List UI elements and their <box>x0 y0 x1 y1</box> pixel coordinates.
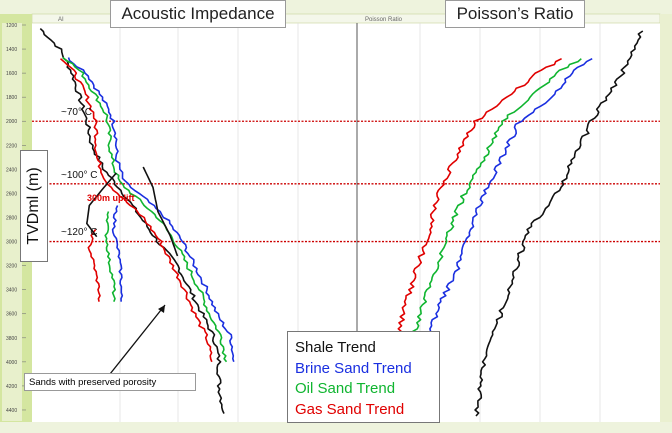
porosity-oil <box>104 211 116 302</box>
temp-label-70: ~70° C <box>61 107 92 118</box>
depth-tick-label: 4400 <box>6 408 17 414</box>
series-oil-panel1 <box>405 58 582 363</box>
legend-item-gas: Gas Sand Trend <box>295 400 405 418</box>
depth-tick-label: 3800 <box>6 336 17 342</box>
annotation-box: Sands with preserved porosity <box>24 373 196 391</box>
depth-tick-label: 4200 <box>6 384 17 390</box>
series-shale-panel1 <box>474 30 644 417</box>
depth-tick-column <box>2 23 22 421</box>
shale-left-branch <box>86 172 117 238</box>
series-layer <box>39 28 644 417</box>
depth-tick-label: 3400 <box>6 288 17 294</box>
header-right-tab[interactable]: Poisson Ratio <box>365 17 403 23</box>
legend-item-oil: Oil Sand Trend <box>295 380 396 397</box>
shale-uplift-branch <box>142 166 179 257</box>
depth-tick-label: 2000 <box>6 119 17 125</box>
annotation-arrow <box>109 304 166 375</box>
depth-tick-label: 3200 <box>6 264 17 270</box>
depth-tick-label: 1200 <box>6 23 17 29</box>
depth-tick-label: 4000 <box>6 360 17 366</box>
y-axis-label: TVDml (m) <box>25 167 42 245</box>
right-scroll-strip[interactable] <box>660 14 672 422</box>
right-panel-title: Poisson’s Ratio <box>445 0 585 28</box>
depth-tick-label: 2400 <box>6 167 17 173</box>
depth-tick-label: 2600 <box>6 191 17 197</box>
temperature-lines <box>32 120 660 243</box>
temp-label-100: ~100° C <box>61 170 98 181</box>
grid-lines <box>119 23 601 422</box>
series-brine-panel1 <box>417 57 593 363</box>
depth-tick-label: 1800 <box>6 95 17 101</box>
depth-tick-label: 1600 <box>6 71 17 77</box>
legend-item-brine: Brine Sand Trend <box>295 359 412 377</box>
depth-tick-label: 3600 <box>6 312 17 318</box>
series-oil-panel0 <box>62 56 228 363</box>
porosity-brine <box>111 205 124 302</box>
depth-tick-label: 3000 <box>6 240 17 246</box>
depth-ticks: 1200 1400 1600 1800 2000 2200 2400 2600 2800 3000… <box>6 23 26 414</box>
temp-label-120: ~120° C <box>61 227 98 238</box>
series-shale-panel0 <box>39 28 225 414</box>
y-axis-label-box: TVDml (m) <box>20 150 48 262</box>
porosity-gas <box>87 229 101 302</box>
series-gas-panel1 <box>394 57 562 362</box>
legend: Shale Trend Brine Sand Trend Oil Sand Tr… <box>287 331 440 423</box>
uplift-label: 300m uplift <box>87 193 135 203</box>
left-panel-title: Acoustic Impedance <box>110 0 286 28</box>
depth-tick-label: 1400 <box>6 47 17 53</box>
annotation-arrowhead <box>158 305 165 313</box>
header-left-tab[interactable]: AI <box>58 17 64 23</box>
depth-tick-label: 2800 <box>6 215 17 221</box>
legend-item-shale: Shale Trend <box>295 339 376 356</box>
series-gas-panel0 <box>59 58 213 363</box>
depth-tick-label: 2200 <box>6 143 17 149</box>
